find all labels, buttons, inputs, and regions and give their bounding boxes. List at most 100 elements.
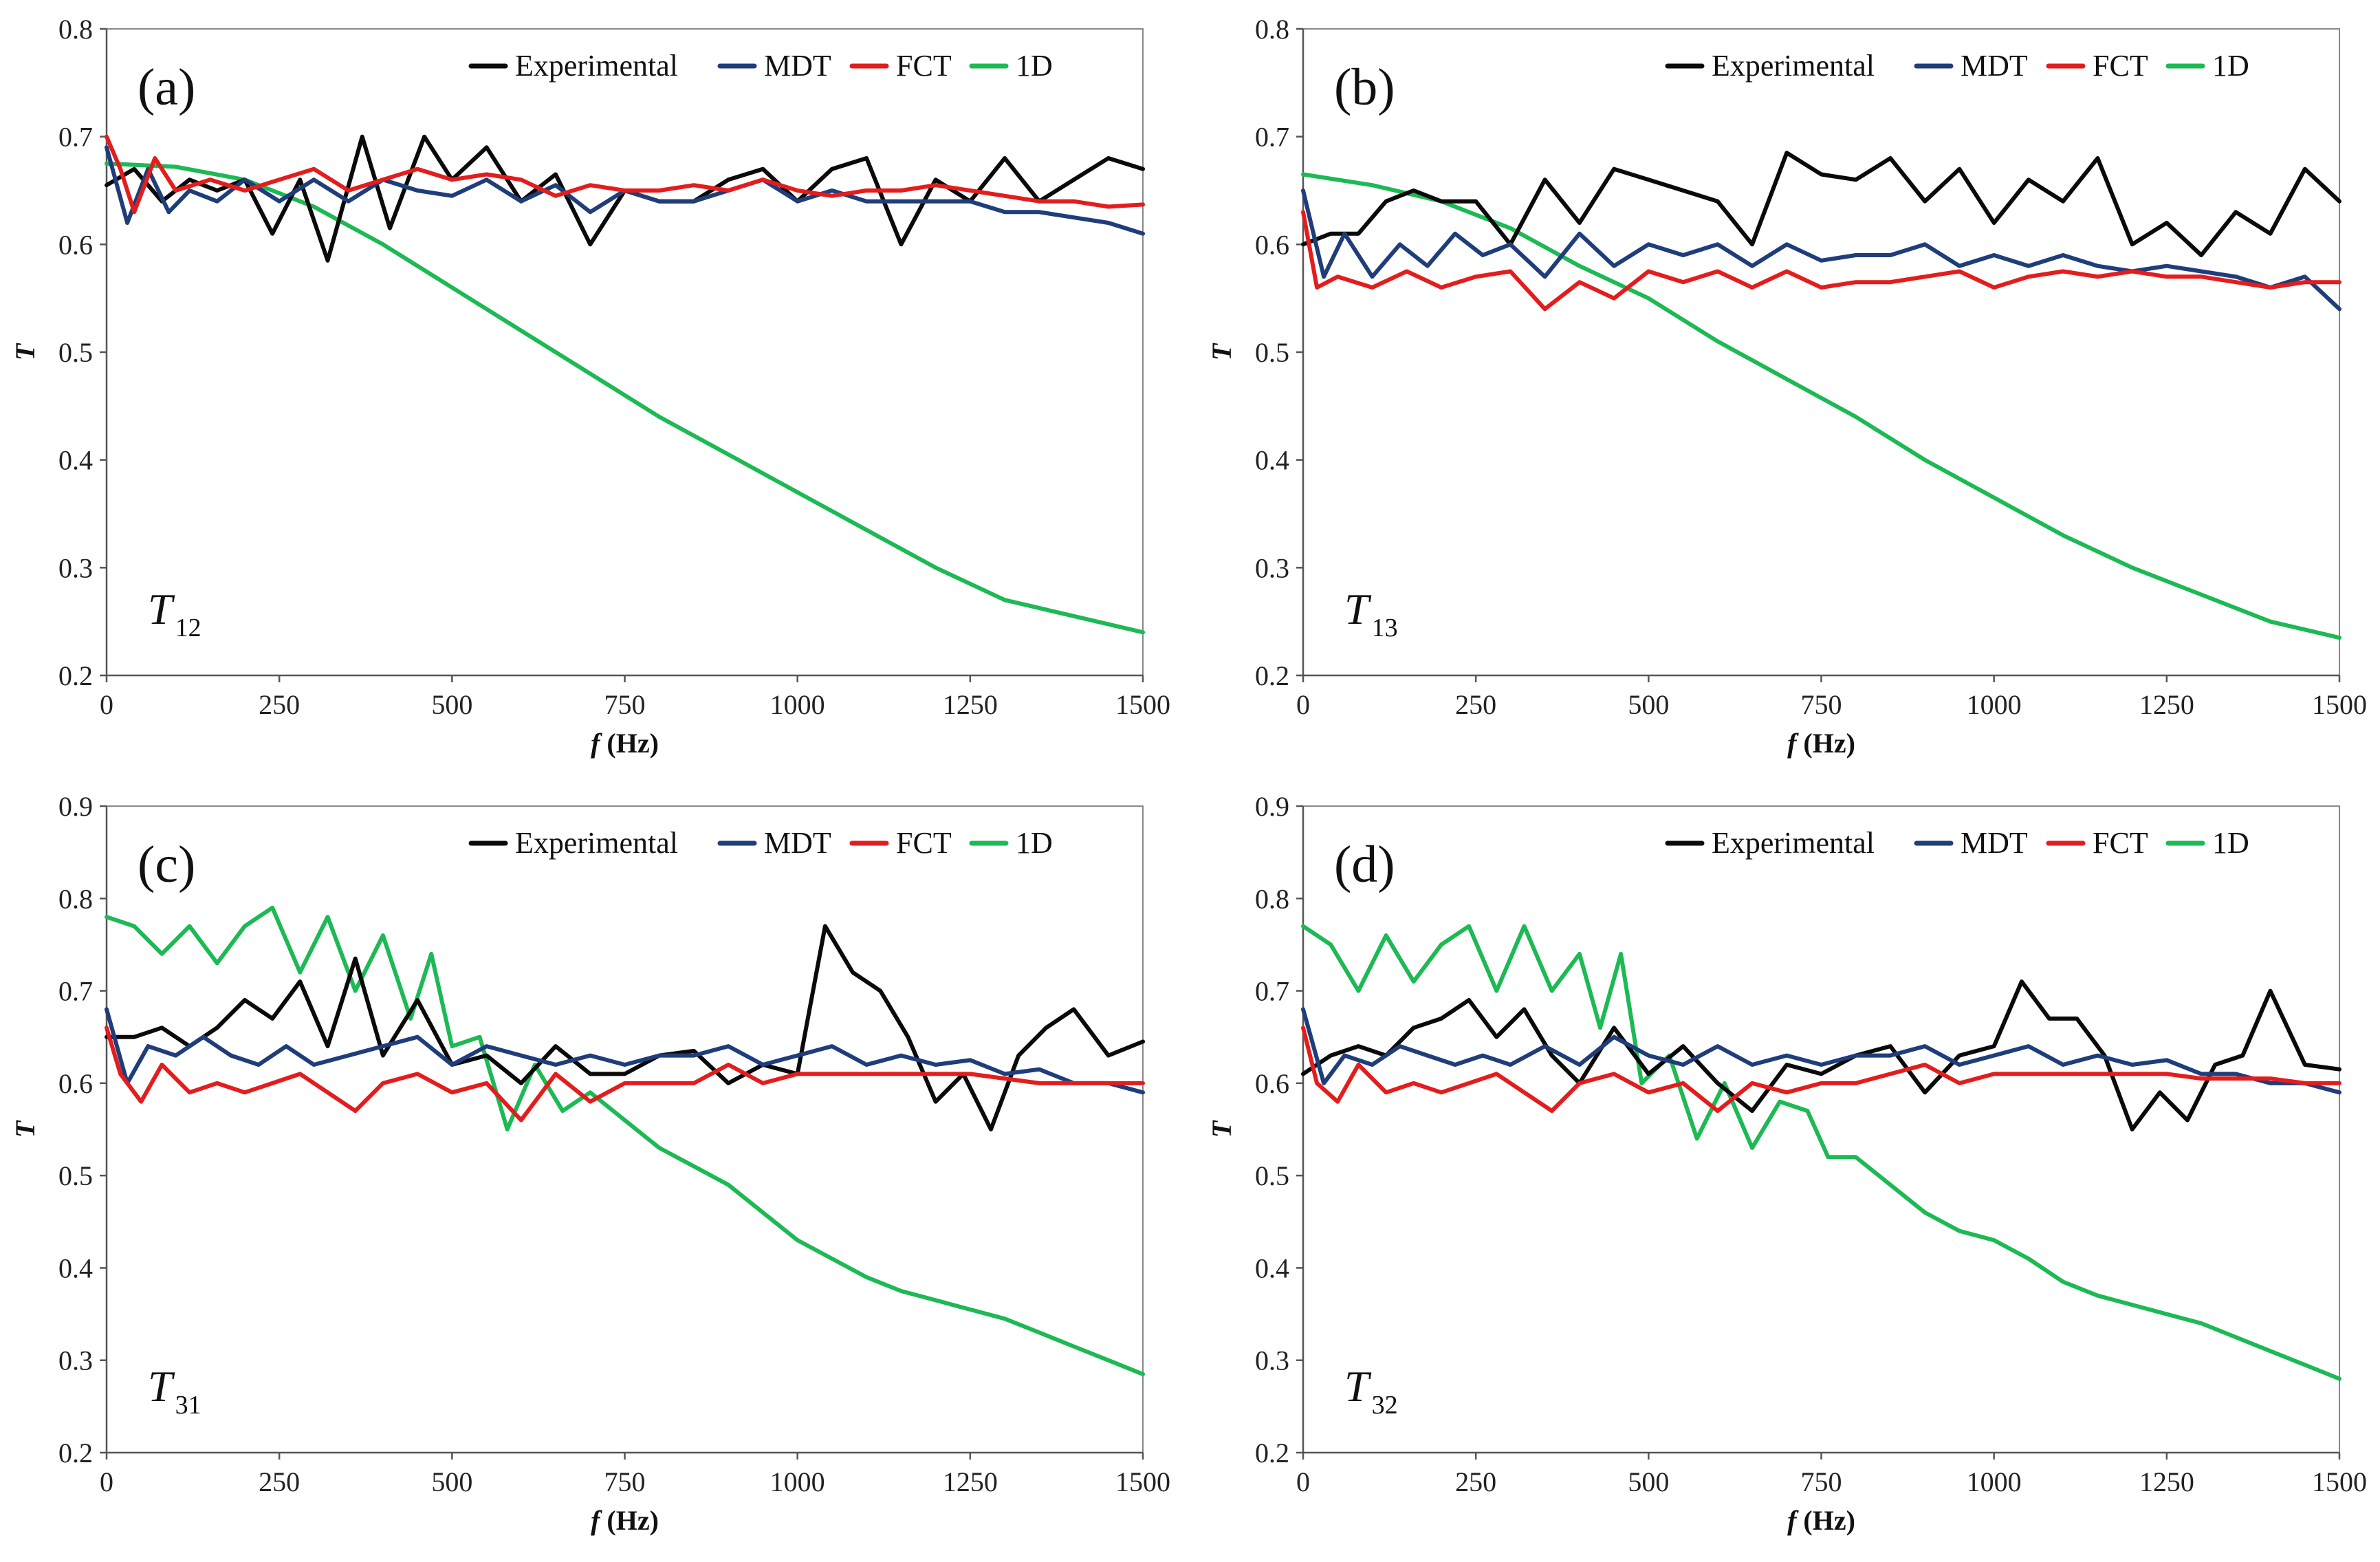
y-tick-label: 0.7 [58, 122, 93, 153]
y-tick-label: 0.2 [1255, 1438, 1289, 1468]
x-axis-title-variable: f [1787, 728, 1799, 759]
x-axis-title-variable: f [591, 728, 602, 759]
legend-label-fct: FCT [896, 49, 952, 83]
x-tick-label: 1250 [943, 689, 998, 720]
x-tick-label: 1500 [2312, 1466, 2367, 1497]
x-axis-title-variable: f [1787, 1505, 1799, 1536]
y-tick-label: 0.6 [1255, 1068, 1289, 1099]
y-axis-title: T [10, 343, 41, 360]
legend-label-mdt: MDT [1961, 826, 2028, 860]
x-tick-label: 1000 [1967, 689, 2022, 720]
y-tick-label: 0.9 [1255, 791, 1289, 822]
legend: Experimental MDT FCT 1D [468, 49, 1053, 83]
y-tick-label: 0.7 [1255, 976, 1289, 1007]
x-tick-label: 250 [1455, 1466, 1496, 1497]
y-tick-label: 0.3 [58, 1345, 93, 1376]
x-tick-label: 250 [1455, 689, 1496, 720]
y-tick-label: 0.6 [1255, 229, 1289, 260]
x-axis-title: f (Hz) [591, 1505, 659, 1536]
x-tick-label: 750 [604, 689, 646, 720]
y-axis-title: T [1206, 1120, 1237, 1138]
panel-annotation: T 31 [148, 1362, 201, 1420]
x-axis-title: f (Hz) [1787, 1505, 1855, 1536]
series-line-mdt [1301, 1007, 2341, 1095]
annotation-subscript: 12 [175, 614, 201, 642]
x-tick-label: 1500 [2312, 689, 2367, 720]
annotation-symbol: T [148, 1362, 175, 1411]
y-tick-label: 0.8 [1255, 883, 1289, 914]
x-tick-label: 0 [1296, 1466, 1310, 1497]
legend-label-experimental: Experimental [1712, 49, 1875, 83]
x-tick-label: 750 [1801, 689, 1842, 720]
y-tick-label: 0.5 [58, 1160, 93, 1191]
legend: Experimental MDT FCT 1D [1665, 49, 2249, 83]
legend: Experimental MDT FCT 1D [1665, 826, 2249, 860]
x-tick-label: 0 [100, 1466, 113, 1497]
legend-label-fct: FCT [2093, 49, 2148, 83]
y-tick-label: 0.7 [1255, 122, 1289, 153]
series-line-mdt [1301, 188, 2341, 312]
y-tick-label: 0.6 [58, 229, 93, 260]
legend-label-mdt: MDT [764, 826, 831, 860]
x-tick-label: 1250 [2139, 1466, 2194, 1497]
series-line-experimental [105, 134, 1145, 263]
panel-label: (c) [138, 836, 195, 893]
x-tick-label: 1500 [1115, 689, 1170, 720]
y-tick-label: 0.4 [58, 1252, 93, 1283]
series-line-experimental [1301, 979, 2341, 1131]
x-tick-label: 1250 [2139, 689, 2194, 720]
x-axis-title: f (Hz) [591, 728, 659, 759]
panel-annotation: T 12 [148, 585, 201, 642]
series-line-1d [1301, 924, 2341, 1381]
x-tick-label: 1250 [943, 1466, 998, 1497]
y-tick-label: 0.2 [58, 660, 93, 691]
y-tick-label: 0.3 [1255, 552, 1289, 583]
x-tick-label: 0 [100, 689, 113, 720]
x-tick-label: 250 [259, 1466, 300, 1497]
series-line-1d [105, 905, 1145, 1376]
panel-label: (b) [1334, 58, 1395, 116]
y-tick-label: 0.5 [1255, 1160, 1289, 1191]
y-tick-label: 0.5 [1255, 337, 1289, 368]
panel-label: (a) [138, 58, 195, 116]
annotation-subscript: 13 [1372, 614, 1398, 642]
y-tick-label: 0.8 [58, 883, 93, 914]
y-tick-label: 0.2 [58, 1438, 93, 1468]
x-tick-label: 500 [431, 1466, 472, 1497]
x-tick-label: 0 [1296, 689, 1310, 720]
chart-panel-4: 0.2 0.3 0.4 0.5 0.6 0.7 0.8 0.9 0 250 500 750 1000 12… [1206, 791, 2367, 1536]
y-tick-label: 0.6 [58, 1068, 93, 1099]
x-tick-label: 500 [1628, 1466, 1669, 1497]
x-tick-label: 500 [1628, 689, 1669, 720]
series-line-1d [105, 161, 1145, 635]
x-tick-label: 1000 [1967, 1466, 2022, 1497]
x-tick-label: 750 [1801, 1466, 1842, 1497]
y-tick-label: 0.8 [1255, 14, 1289, 45]
panel-annotation: T 13 [1344, 585, 1398, 642]
series-line-1d [1301, 172, 2341, 640]
y-tick-label: 0.4 [58, 445, 93, 476]
legend-label-experimental: Experimental [515, 49, 678, 83]
legend-label-mdt: MDT [764, 49, 831, 83]
y-tick-label: 0.7 [58, 976, 93, 1007]
legend-label-fct: FCT [2093, 826, 2148, 860]
y-tick-label: 0.8 [58, 14, 93, 45]
y-tick-label: 0.3 [58, 552, 93, 583]
chart-panel-1: 0.2 0.3 0.4 0.5 0.6 0.7 0.8 0 250 500 750 1000 1250 1… [10, 14, 1170, 759]
x-axis-title-unit: (Hz) [600, 728, 659, 759]
y-tick-label: 0.4 [1255, 1252, 1289, 1283]
legend-label-1d: 1D [1016, 49, 1053, 83]
annotation-symbol: T [1344, 585, 1372, 633]
legend-label-mdt: MDT [1961, 49, 2028, 83]
legend-label-1d: 1D [2212, 49, 2249, 83]
x-tick-label: 1500 [1115, 1466, 1170, 1497]
x-axis-title-unit: (Hz) [600, 1505, 659, 1536]
panel-annotation: T 32 [1344, 1362, 1398, 1420]
y-tick-label: 0.5 [58, 337, 93, 368]
annotation-symbol: T [148, 585, 175, 633]
y-axis-title: T [1206, 343, 1237, 360]
x-tick-label: 500 [431, 689, 472, 720]
x-axis-title-unit: (Hz) [1796, 728, 1855, 759]
panel-label: (d) [1334, 836, 1395, 893]
